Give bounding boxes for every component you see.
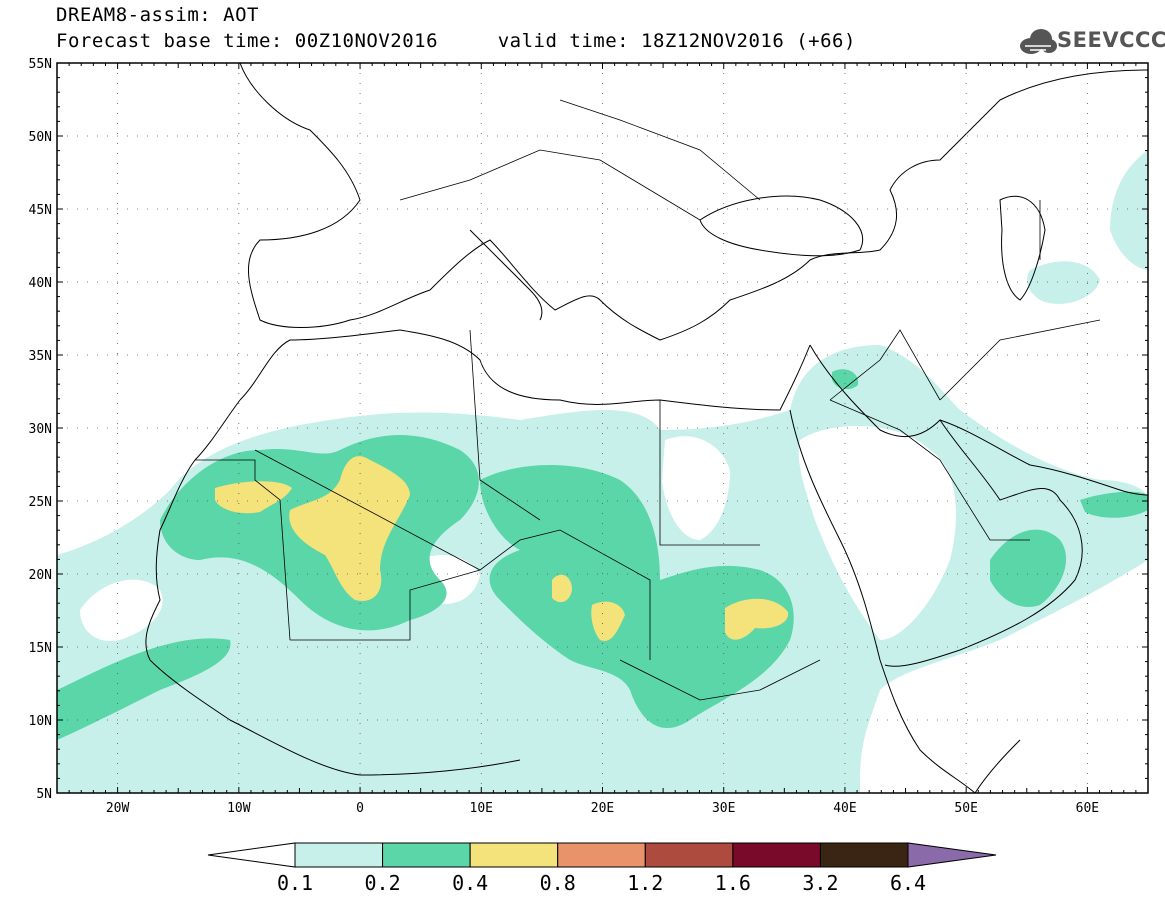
lat-label: 35N <box>29 349 52 364</box>
coastline-caspian <box>999 195 1046 301</box>
colorbar-swatch <box>557 842 646 868</box>
lat-label: 5N <box>36 787 52 802</box>
lat-label: 50N <box>29 130 52 145</box>
lon-label: 30E <box>712 801 735 816</box>
coastline-africa-west <box>145 399 521 776</box>
chart-title: DREAM8-assim: AOT <box>56 4 259 26</box>
aot-region-medium-iraq <box>832 369 859 390</box>
aot-region-high-sudan-a <box>591 601 625 641</box>
lat-label: 10N <box>29 714 52 729</box>
lon-label: 20E <box>591 801 614 816</box>
borders <box>195 99 1101 701</box>
lon-label: 40E <box>833 801 856 816</box>
colorbar-swatch <box>294 842 384 868</box>
colorbar: 0.1 0.2 0.4 0.8 1.2 1.6 3.2 6.4 <box>207 842 997 895</box>
coastline-persian-gulf <box>939 419 1148 496</box>
colorbar-label: 1.2 <box>627 871 663 895</box>
border-iran <box>939 200 1101 401</box>
aot-hole-arabia <box>798 426 956 640</box>
colorbar-swatch <box>732 842 821 868</box>
lat-label: 20N <box>29 568 52 583</box>
coastline-black-sea <box>699 195 864 257</box>
lat-label: 15N <box>29 641 52 656</box>
coastline-red-sea <box>789 409 976 793</box>
border-sahel <box>290 569 481 641</box>
lat-label: 25N <box>29 495 52 510</box>
seevccc-logo: SEEVCCC <box>1017 24 1165 58</box>
border-algeria-mali <box>254 449 651 660</box>
colorbar-max-arrow <box>907 842 997 868</box>
lon-axis: 20W 10W 0 10E 20E 30E 40E 50E 60E <box>106 801 1099 816</box>
chart-subtitle: Forecast base time: 00Z10NOV2016 valid t… <box>56 30 856 52</box>
lon-label: 10E <box>470 801 493 816</box>
aot-region-high-mali <box>289 456 410 601</box>
aot-field <box>57 150 1148 793</box>
border-libya <box>469 329 541 521</box>
aot-region-high-chad <box>552 574 572 603</box>
axis-ticks <box>57 62 1148 794</box>
border-iraq <box>829 329 941 401</box>
coastline-europe <box>239 63 1148 341</box>
border-mauritania <box>195 459 291 641</box>
border-nile <box>619 659 821 701</box>
aot-region-high-west <box>215 481 292 514</box>
aot-region-light-caspian <box>1027 261 1100 304</box>
lon-label: 60E <box>1076 801 1099 816</box>
coastlines <box>145 63 1148 793</box>
colorbar-label: 0.8 <box>540 871 576 895</box>
cloud-icon <box>1020 29 1057 54</box>
logo-text: SEEVCCC <box>1057 28 1165 52</box>
lat-label: 30N <box>29 422 52 437</box>
coastline-horn <box>974 739 1021 793</box>
border-saudi <box>829 399 1030 541</box>
aot-region-light-ne <box>1110 150 1148 270</box>
lat-axis: 55N 50N 45N 40N 35N 30N 25N 20N 15N 10N 5N <box>29 57 52 802</box>
aot-region-high-sudan-b <box>725 598 789 640</box>
lon-label: 10W <box>227 801 251 816</box>
aot-hole-egypt <box>662 436 730 540</box>
lon-label: 50E <box>954 801 977 816</box>
colorbar-min-arrow <box>207 842 296 868</box>
colorbar-label: 1.6 <box>715 871 751 895</box>
colorbar-label: 3.2 <box>802 871 838 895</box>
colorbar-swatch <box>382 842 471 868</box>
lat-label: 45N <box>29 203 52 218</box>
lon-label: 0 <box>356 801 364 816</box>
aot-hole-atlantic <box>80 579 163 641</box>
coastline-africa-north <box>239 329 811 411</box>
lon-label: 20W <box>106 801 130 816</box>
colorbar-label: 0.1 <box>277 871 313 895</box>
colorbar-swatch <box>644 842 734 868</box>
lat-label: 55N <box>29 57 52 72</box>
lat-label: 40N <box>29 276 52 291</box>
colorbar-label: 0.4 <box>452 871 488 895</box>
colorbar-label: 0.2 <box>365 871 401 895</box>
colorbar-label: 6.4 <box>890 871 926 895</box>
border-libya-egypt <box>659 400 760 546</box>
colorbar-swatch <box>469 842 559 868</box>
colorbar-swatch <box>819 842 909 868</box>
aot-region-medium-oman <box>1080 491 1148 518</box>
border-europe <box>399 99 761 221</box>
aot-region-medium-gulf <box>990 529 1067 608</box>
coastline-arabia <box>809 344 1083 667</box>
coastline-italy <box>469 229 543 321</box>
aot-region-medium-westafrica <box>57 638 231 740</box>
